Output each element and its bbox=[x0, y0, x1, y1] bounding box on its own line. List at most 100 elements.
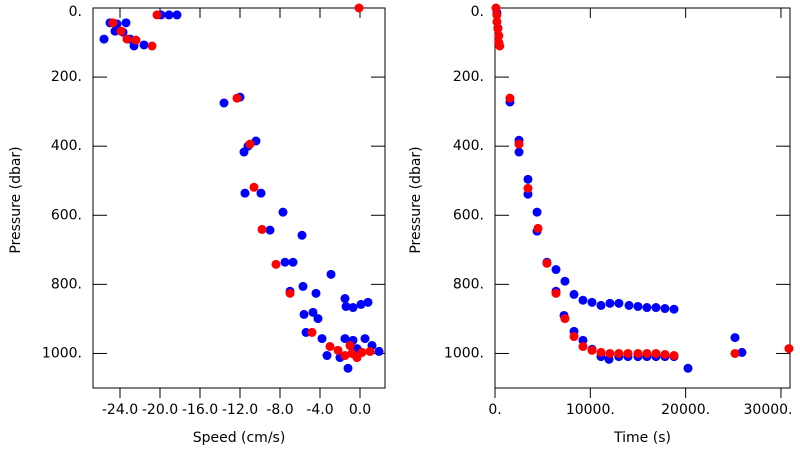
x-axis-label: Speed (cm/s) bbox=[193, 430, 286, 446]
point bbox=[139, 40, 149, 50]
point bbox=[651, 303, 661, 313]
point bbox=[256, 188, 266, 198]
point bbox=[514, 147, 524, 157]
point bbox=[322, 351, 332, 361]
point bbox=[669, 304, 679, 314]
point bbox=[345, 341, 355, 351]
panel: 0. 200. 400. 600. 800. 1000. 0. 10000. 20000. 300… bbox=[408, 3, 794, 446]
point bbox=[341, 301, 351, 311]
point bbox=[317, 334, 327, 344]
y-axis-label: Pressure (dbar) bbox=[8, 146, 24, 253]
x-tick-label: -8.0 bbox=[266, 402, 293, 418]
point bbox=[494, 31, 504, 41]
x-axis-label: Time (s) bbox=[613, 430, 671, 446]
x-tick-label: -16.0 bbox=[182, 402, 218, 418]
point bbox=[578, 335, 588, 345]
point bbox=[551, 265, 561, 275]
point bbox=[605, 298, 615, 308]
y-tick-label: 600. bbox=[51, 207, 82, 223]
point bbox=[280, 257, 290, 267]
point bbox=[495, 41, 505, 51]
point bbox=[152, 10, 162, 20]
point bbox=[299, 309, 309, 319]
point bbox=[307, 327, 317, 337]
point bbox=[297, 230, 307, 240]
point bbox=[492, 10, 502, 20]
point bbox=[356, 299, 366, 309]
point bbox=[737, 347, 747, 357]
point bbox=[660, 304, 670, 314]
point bbox=[642, 348, 652, 358]
point bbox=[245, 139, 255, 149]
y-tick-label: 1000. bbox=[444, 345, 484, 361]
point bbox=[633, 348, 643, 358]
point bbox=[633, 301, 643, 311]
y-tick-label: 400. bbox=[453, 138, 484, 154]
point bbox=[257, 224, 267, 234]
point bbox=[491, 3, 501, 13]
x-tick-label: -24.0 bbox=[102, 402, 138, 418]
point bbox=[660, 349, 670, 359]
point bbox=[596, 347, 606, 357]
point bbox=[343, 363, 353, 373]
point bbox=[308, 307, 318, 317]
y-tick-label: 400. bbox=[51, 138, 82, 154]
y-tick-label: 200. bbox=[51, 69, 82, 85]
point bbox=[348, 303, 358, 313]
panel: 0. 200. 400. 600. 800. 1000. -24.0 -20.0 -16.0 -1… bbox=[8, 3, 386, 446]
point bbox=[523, 174, 533, 184]
point bbox=[578, 295, 588, 305]
point bbox=[325, 342, 335, 352]
point bbox=[249, 182, 259, 192]
point bbox=[569, 289, 579, 299]
point bbox=[374, 346, 384, 356]
x-tick-label: -12.0 bbox=[222, 402, 258, 418]
point bbox=[569, 332, 579, 342]
point bbox=[605, 348, 615, 358]
x-tick-label: 30000. bbox=[744, 402, 793, 418]
point bbox=[357, 347, 367, 357]
y-axis-label: Pressure (dbar) bbox=[408, 146, 424, 253]
point bbox=[363, 297, 373, 307]
point bbox=[265, 225, 275, 235]
y-tick-label: 600. bbox=[453, 207, 484, 223]
point bbox=[523, 183, 533, 193]
point bbox=[219, 98, 229, 108]
point bbox=[360, 334, 370, 344]
x-tick-label: -4.0 bbox=[306, 402, 333, 418]
point bbox=[326, 269, 336, 279]
x-tick-label: 0. bbox=[488, 402, 501, 418]
y-tick-label: 0. bbox=[69, 4, 82, 20]
point bbox=[651, 348, 661, 358]
x-tick-label: 10000. bbox=[566, 402, 615, 418]
point bbox=[642, 303, 652, 313]
point bbox=[131, 35, 141, 45]
point bbox=[614, 348, 624, 358]
point bbox=[121, 18, 131, 28]
point bbox=[288, 257, 298, 267]
point bbox=[596, 300, 606, 310]
x-tick-label: -20.0 bbox=[142, 402, 178, 418]
y-tick-label: 0. bbox=[471, 4, 484, 20]
point bbox=[623, 348, 633, 358]
point bbox=[532, 207, 542, 217]
point bbox=[730, 333, 740, 343]
point bbox=[505, 93, 515, 103]
point bbox=[278, 207, 288, 217]
point bbox=[614, 298, 624, 308]
point bbox=[311, 288, 321, 298]
plot-frame bbox=[92, 7, 386, 389]
x-tick-label: 20000. bbox=[661, 402, 710, 418]
point bbox=[147, 41, 157, 51]
point bbox=[560, 276, 570, 286]
y-tick-label: 800. bbox=[51, 276, 82, 292]
point bbox=[172, 10, 182, 20]
point bbox=[533, 223, 543, 233]
point bbox=[298, 281, 308, 291]
point bbox=[354, 3, 364, 13]
y-tick-label: 800. bbox=[453, 276, 484, 292]
y-tick-label: 1000. bbox=[42, 345, 82, 361]
point bbox=[542, 258, 552, 268]
point bbox=[340, 351, 350, 361]
